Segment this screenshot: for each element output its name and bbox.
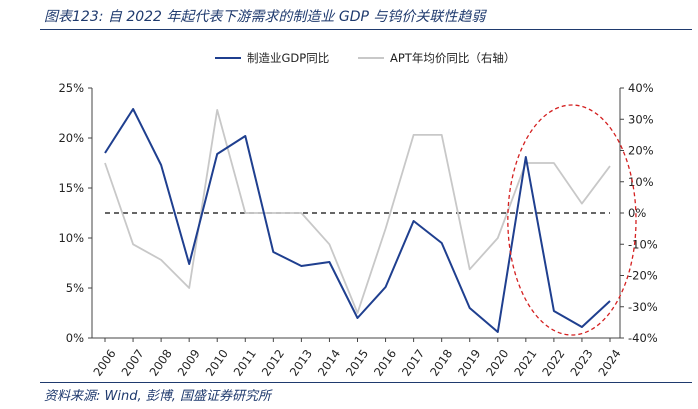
right-tick-label: -10% [628, 237, 658, 251]
right-tick-label: 20% [628, 144, 654, 158]
x-tick-label: 2019 [455, 347, 483, 379]
x-tick-label: 2020 [483, 347, 511, 379]
x-tick-label: 2011 [231, 347, 259, 379]
x-tick-label: 2014 [315, 347, 343, 379]
right-tick-label: -30% [628, 300, 658, 314]
right-tick-label: 40% [628, 81, 654, 95]
x-tick-label: 2008 [147, 347, 175, 379]
figure-title: 图表123: 自 2022 年起代表下游需求的制造业 GDP 与钨价关联性趋弱 [44, 9, 486, 25]
title-rule [40, 29, 692, 30]
right-tick-label: 30% [628, 112, 654, 126]
right-tick-label: 10% [628, 175, 654, 189]
x-tick-label: 2021 [511, 347, 539, 379]
line-chart: 0% 5% 10% 15% 20% 25% -40% -30% -20% -10% 0% 10% 20%… [58, 51, 658, 379]
x-tick-label: 2015 [343, 347, 371, 379]
x-tick-label: 2006 [90, 347, 118, 379]
x-tick-label: 2013 [287, 347, 315, 379]
x-tick-label: 2016 [371, 347, 399, 379]
x-tick-label: 2017 [399, 347, 427, 379]
left-tick-label: 15% [58, 181, 84, 195]
left-tick-label: 20% [58, 131, 84, 145]
left-tick-label: 5% [66, 281, 84, 295]
x-tick-label: 2009 [175, 347, 203, 379]
highlight-ellipse [507, 104, 637, 336]
x-tick-label: 2010 [203, 347, 231, 379]
x-tick-label: 2024 [595, 347, 623, 379]
chart-area: 0% 5% 10% 15% 20% 25% -40% -30% -20% -10% 0% 10% 20%… [0, 40, 698, 380]
left-tick-label: 0% [66, 331, 84, 345]
right-tick-label: -20% [628, 269, 658, 283]
series-line-gdp [104, 108, 611, 333]
x-tick-label: 2022 [539, 347, 567, 379]
legend-label: 制造业GDP同比 [247, 51, 329, 65]
series-line-apt [104, 109, 611, 314]
x-tick-label: 2018 [427, 347, 455, 379]
x-tick-label: 2012 [259, 347, 287, 379]
source-note: 资料来源: Wind, 彭博, 国盛证券研究所 [44, 389, 271, 404]
legend-label: APT年均价同比（右轴） [390, 51, 515, 65]
right-tick-label: -40% [628, 331, 658, 345]
right-tick-label: 0% [628, 206, 646, 220]
left-tick-label: 25% [58, 81, 84, 95]
x-tick-label: 2023 [567, 347, 595, 379]
source-rule [40, 382, 692, 383]
x-tick-label: 2007 [118, 347, 146, 379]
left-tick-label: 10% [58, 231, 84, 245]
